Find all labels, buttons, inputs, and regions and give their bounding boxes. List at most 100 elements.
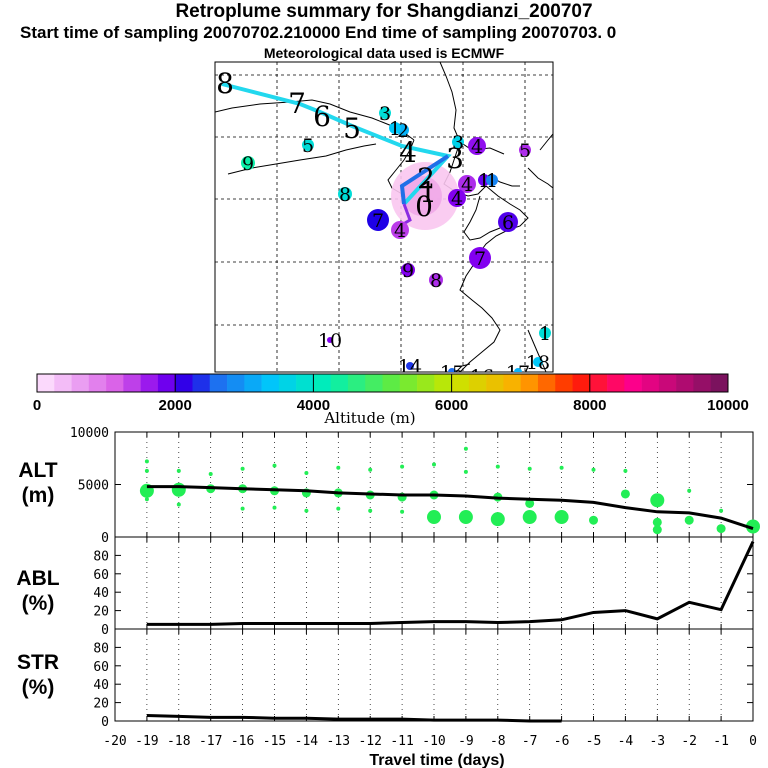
map-marker-label: 7 [372,210,384,232]
alt-cluster-point [240,506,245,511]
x-tick-label: -6 [554,734,570,749]
str-panel: STR (%) 0 20 40 60 80 [17,628,754,730]
colorbar-cell [417,374,435,392]
map-marker-dot [469,247,491,269]
colorbar-cell [140,374,159,392]
colorbar-cell [589,374,608,392]
str-panel-label: STR [17,651,59,674]
map-marker-dot [367,209,389,231]
alt-cluster-point [495,464,500,469]
x-axis: -20 -19 -18 -17 -16 -15 -14 -13 -12 -11 -10 -9 -8 -7-… [103,734,757,749]
x-tick-label: -20 [103,734,126,749]
map-marker-dot [458,175,476,193]
alt-cluster-point [368,467,373,472]
map-marker-dot [539,327,551,339]
colorbar-cell [123,374,141,392]
x-tick-label: -16 [231,734,254,749]
x-tick-label: -19 [135,734,158,749]
abl-panel-label: ABL [16,567,59,590]
colorbar-tick-label: 6000 [435,397,468,414]
alt-cluster-point [144,468,149,473]
x-tick-label: -15 [263,734,286,749]
alt-cluster-point [687,488,692,493]
map-marker-label: 3 [446,142,464,175]
alt-cluster-point [746,519,760,534]
alt-cluster-point [716,524,726,534]
alt-cluster-point [652,517,662,527]
str-panel-unit: (%) [22,676,55,699]
colorbar-cell [658,374,677,392]
colorbar-cell [382,374,401,392]
map-marker-label: 15 [440,362,464,384]
colorbar-cell [555,374,573,392]
map-marker-dot [302,139,314,151]
colorbar-tick-label: 0 [33,397,41,414]
plume-core [402,176,442,216]
colorbar-cell [486,374,504,392]
colorbar-cell [676,374,694,392]
colorbar-tick-label: 2000 [159,397,192,414]
map-marker-dot [389,122,401,134]
y-tick-label: 0 [101,623,109,638]
x-tick-label: 0 [749,734,757,749]
map-marker-label: 4 [394,220,406,242]
colorbar-cell [313,374,331,392]
x-tick-label: -13 [327,734,350,749]
alt-cluster-point [272,463,277,468]
map-marker-dot [452,136,464,148]
alt-cluster-point [589,515,598,525]
y-tick-label: 0 [101,531,109,546]
alt-cluster-point [336,506,341,511]
map-marker-label: 6 [313,100,331,133]
colorbar-cell [106,374,124,392]
x-tick-label: -12 [358,734,381,749]
alt-cluster-point [176,502,181,507]
map-marker-label: 0 [415,190,433,223]
colorbar-cell [710,374,729,392]
colorbar-cell [209,374,228,392]
colorbar-tick-label: 4000 [297,397,330,414]
colorbar-cell [503,374,521,392]
map-panel: 8765432105983213451146477498101141516171… [214,61,554,388]
map-marker-label: 5 [343,112,361,145]
colorbar-cell [434,374,452,392]
alt-cluster-point [463,446,468,451]
y-tick-label: 20 [93,605,109,620]
map-marker-label: 1 [539,323,551,345]
x-axis-label: Travel time (days) [369,752,504,768]
map-marker-dot [379,107,391,119]
alt-cluster-point [368,508,373,513]
x-tick-label: -17 [199,734,222,749]
y-tick-label: 60 [93,660,109,675]
colorbar-cell [468,374,487,392]
colorbar-cell [330,374,349,392]
colorbar-cell [71,374,90,392]
alt-cluster-point [144,459,149,464]
map-marker-dot [486,174,498,186]
map-marker-label: 9 [402,260,414,282]
map-marker-dot [338,187,352,201]
x-tick-label: -9 [458,734,474,749]
map-marker-label: 16 [470,366,494,388]
y-tick-label: 40 [93,678,109,693]
map-marker-label: 4 [399,136,417,169]
alt-cluster-point [304,470,309,475]
map-marker-dot [533,357,543,367]
colorbar-tick-label: 10000 [707,397,749,414]
x-tick-label: -3 [649,734,665,749]
y-tick-label: 80 [93,549,109,564]
map-marker-label: 9 [242,153,254,175]
map-marker-label: 7 [288,87,306,120]
alt-cluster-point [650,493,665,508]
colorbar-cell [192,374,211,392]
alt-cluster-point [458,510,473,525]
alt-cluster-point [304,508,309,513]
y-tick-label: 20 [93,697,109,712]
met-data-line: Meteorological data used is ECMWF [263,45,505,61]
map-marker-label: 1 [486,170,498,192]
alt-panel-label: ALT [18,459,57,482]
x-tick-label: -18 [167,734,190,749]
map-marker-label: 1 [478,170,490,192]
alt-panel-unit: (m) [22,484,55,507]
alt-cluster-point [400,509,405,514]
